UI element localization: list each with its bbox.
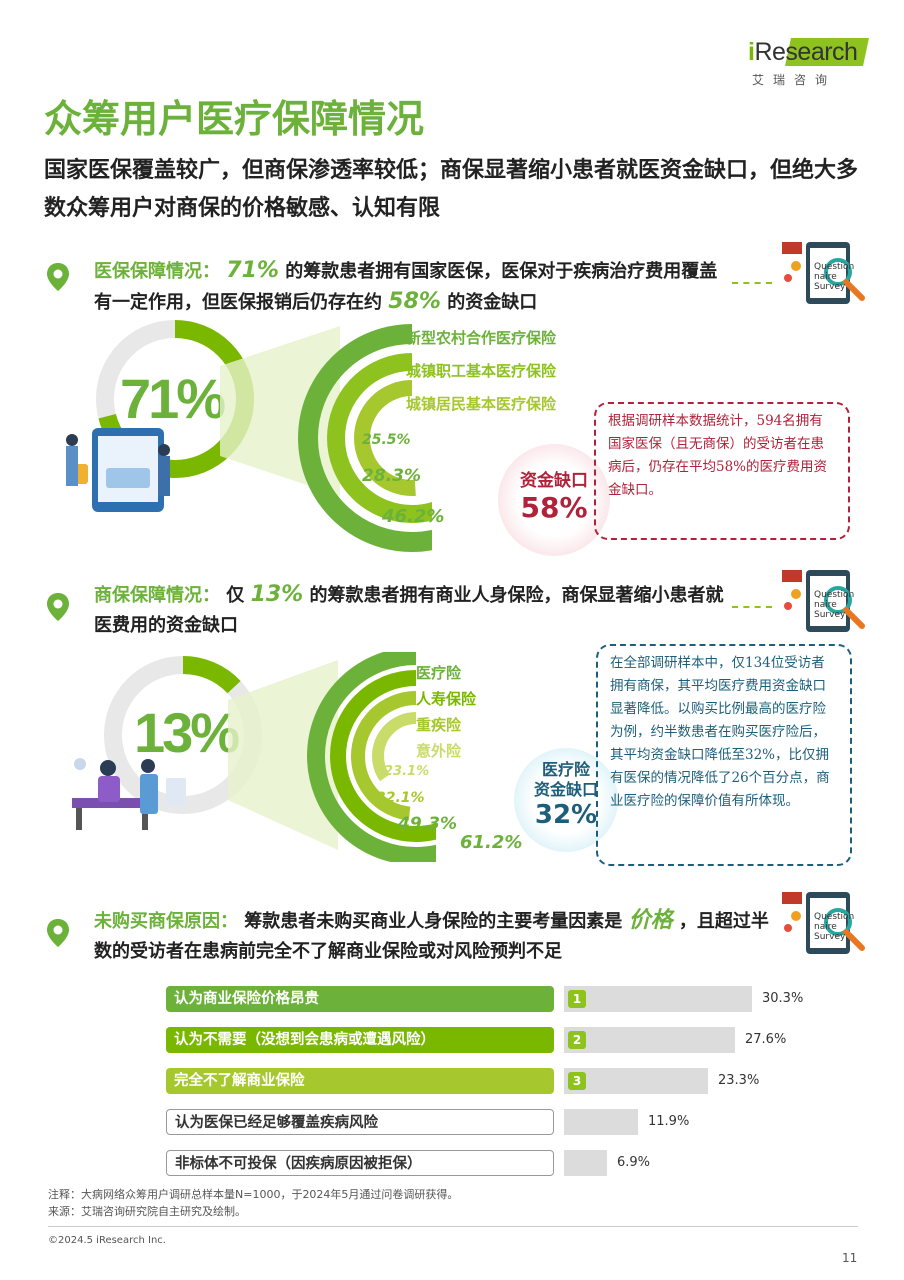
survey-icon: Question naire Survey [778, 568, 878, 636]
section1-value-rural: 46.2% [382, 506, 445, 527]
page-subtitle: 国家医保覆盖较广，但商保渗透率较低；商保显著缩小患者就医资金缺口，但绝大多数众筹… [44, 158, 859, 221]
arc-employee [327, 353, 432, 523]
section2-big-percent: 13% [134, 701, 240, 764]
rank-badge: 2 [568, 1031, 586, 1049]
section1-text: 的筹款患者拥有国家医保，医保对于疾病治疗费用覆盖有一定作用，但医保报销后仍存在约 [94, 261, 718, 313]
section2-value-critical: 32.1% [376, 790, 425, 806]
section2-label: 商保保障情况： [94, 585, 220, 606]
survey-icon-text: Question naire Survey [814, 262, 855, 292]
legend-item-resident: 城镇居民基本医疗保险 [406, 395, 557, 413]
reason-label: 认为不需要（没想到会患病或遭遇风险） [166, 1027, 554, 1053]
section2-legend: 医疗险 人寿保险 重疾险 意外险 [416, 660, 476, 764]
arc-accident [372, 712, 436, 800]
section3-highlight: 价格 [628, 908, 673, 933]
footer-source: 来源：艾瑞咨询研究院自主研究及绘制。 [48, 1205, 246, 1218]
footer-divider [48, 1226, 858, 1227]
section3-heading: 未购买商保原因： 筹款患者未购买商业人身保险的主要考量因素是 价格 ，且超过半数… [94, 906, 774, 967]
section1-highlight2: 58% [388, 289, 441, 314]
section1-gap-label: 资金缺口 [520, 471, 588, 491]
iresearch-logo: iResearch 艾瑞咨询 [748, 38, 869, 88]
reason-bar [564, 1109, 638, 1135]
section2-big-donut-arc [104, 656, 262, 814]
section3-text: 筹款患者未购买商业人身保险的主要考量因素是 [244, 911, 623, 932]
section1-highlight: 71% [226, 258, 279, 283]
section2-gap-label2: 资金缺口 [533, 780, 598, 799]
section1-nested-arcs [298, 324, 432, 552]
arc-life [330, 670, 436, 842]
section2-gap-value: 32% [534, 800, 598, 830]
location-pin-icon [47, 919, 69, 947]
reason-value: 11.9% [648, 1114, 690, 1129]
section2-gap-label1: 医疗险 [541, 760, 590, 779]
legend-item-employee: 城镇职工基本医疗保险 [406, 362, 557, 380]
reason-bar [564, 1150, 607, 1176]
survey-icon: Question naire Survey [778, 240, 878, 308]
reason-value: 27.6% [745, 1032, 787, 1047]
reason-bar: 3 [564, 1068, 708, 1094]
section2-value-medical: 61.2% [460, 832, 523, 853]
rank-badge: 1 [568, 990, 586, 1008]
section2-pre: 仅 [226, 585, 245, 606]
section2-value-life: 49.3% [398, 814, 457, 834]
section1-big-percent: 71% [120, 367, 226, 430]
reason-value: 6.9% [617, 1155, 651, 1170]
legend-item-life: 人寿保险 [416, 690, 477, 708]
legend-item-rural: 新型农村合作医疗保险 [406, 329, 557, 347]
section1-gap-circle: 资金缺口 58% [498, 444, 610, 556]
footer-notes: 注释：大病网络众筹用户调研总样本量N=1000，于2024年5月通过问卷调研获得… [48, 1186, 458, 1220]
section2-funnel [228, 660, 338, 850]
legend-item-critical: 重疾险 [416, 716, 462, 734]
section2-nested-arcs [307, 652, 436, 862]
reason-bar: 2 [564, 1027, 735, 1053]
location-pin-icon [47, 263, 69, 291]
reason-bar: 1 [564, 986, 752, 1012]
section1-label: 医保保障情况： [94, 261, 220, 282]
footer-note: 注释：大病网络众筹用户调研总样本量N=1000，于2024年5月通过问卷调研获得… [48, 1188, 459, 1201]
reason-label: 非标体不可投保（因疾病原因被拒保） [166, 1150, 554, 1176]
section1-note: 根据调研样本数据统计，594名拥有国家医保（且无商保）的受访者在患病后，仍存在平… [594, 402, 850, 540]
page-title: 众筹用户医疗保障情况 [44, 97, 425, 141]
section1-heading: 医保保障情况： 71% 的筹款患者拥有国家医保，医保对于疾病治疗费用覆盖有一定作… [94, 256, 734, 318]
logo-brand: Research [754, 38, 858, 66]
section3-label: 未购买商保原因： [94, 911, 238, 932]
arc-critical [351, 691, 436, 821]
doctor-patient-illustration [72, 758, 186, 830]
rank-badge: 3 [568, 1072, 586, 1090]
reason-label: 完全不了解商业保险 [166, 1068, 554, 1094]
footer-copyright: ©2024.5 iResearch Inc. [48, 1235, 166, 1246]
survey-icon: Question naire Survey [778, 890, 878, 958]
section1-legend: 新型农村合作医疗保险 城镇职工基本医疗保险 城镇居民基本医疗保险 [406, 322, 556, 421]
online-banking-illustration [66, 428, 170, 512]
reason-label: 认为医保已经足够覆盖疾病风险 [166, 1109, 554, 1135]
arc-resident [354, 380, 432, 496]
location-pin-icon [47, 593, 69, 621]
section2-connector [732, 606, 772, 608]
section2-highlight: 13% [250, 582, 304, 607]
arc-rural [298, 324, 432, 552]
section3-text-end: ，且超过半数的受访者在患病前完全不了解商业保险或对风险预判不足 [94, 911, 769, 962]
section1-connector [732, 282, 772, 284]
section2-gap-circle: 医疗险 资金缺口 32% [514, 748, 618, 852]
reason-label: 认为商业保险价格昂贵 [166, 986, 554, 1012]
section1-value-employee: 28.3% [362, 466, 421, 486]
section2-text: 的筹款患者拥有商业人身保险，商保显著缩小患者就医费用的资金缺口 [94, 585, 724, 636]
section1-gap-value: 58% [520, 491, 588, 524]
section2-value-accident: 23.1% [384, 764, 430, 779]
reason-value: 30.3% [762, 991, 804, 1006]
section2-note: 在全部调研样本中，仅134位受访者拥有商保，其平均医疗费用资金缺口显著降低。以购… [596, 644, 852, 866]
survey-icon-text: Question naire Survey [814, 590, 855, 620]
reason-value: 23.3% [718, 1073, 760, 1088]
page-number: 11 [842, 1251, 858, 1265]
logo-prefix: i [748, 38, 755, 66]
legend-item-medical: 医疗险 [416, 664, 462, 682]
survey-icon-text: Question naire Survey [814, 912, 855, 942]
logo-subtitle: 艾瑞咨询 [752, 73, 837, 87]
section1-text-end: 的资金缺口 [447, 292, 538, 313]
arc-medical [307, 652, 436, 862]
section2-heading: 商保保障情况： 仅 13% 的筹款患者拥有商业人身保险，商保显著缩小患者就医费用… [94, 580, 734, 641]
legend-item-accident: 意外险 [416, 742, 462, 760]
section1-value-resident: 25.5% [362, 432, 411, 448]
